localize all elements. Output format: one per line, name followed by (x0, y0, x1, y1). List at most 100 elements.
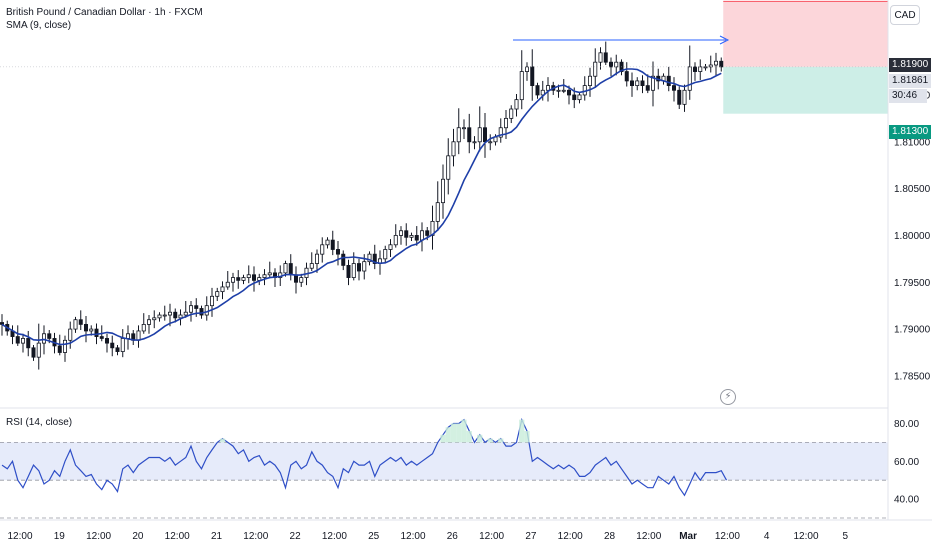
candle-body (472, 141, 477, 144)
bar-countdown: 30:46 (889, 89, 927, 103)
candle-body (330, 239, 335, 250)
candle (714, 52, 719, 77)
candle-body (314, 253, 319, 264)
sma-legend[interactable]: SMA (9, close) (6, 20, 72, 31)
candle-body (251, 274, 256, 281)
candle (230, 272, 235, 292)
candle-body (341, 253, 346, 266)
candle-body (183, 311, 188, 316)
stop-price-tag: 1.81900 (889, 58, 932, 72)
candle (188, 300, 193, 322)
candle (31, 345, 36, 361)
rsi-overbought-fill (519, 419, 525, 443)
candle-body (209, 295, 214, 307)
rsi-overbought-fill (466, 431, 472, 443)
time-tick-label: 12:00 (558, 531, 583, 542)
candle (409, 232, 414, 242)
candle-body (488, 141, 493, 144)
candle (225, 271, 230, 290)
candle-body (84, 323, 89, 332)
candle-body (215, 291, 220, 297)
candle (446, 138, 451, 195)
candle (246, 265, 251, 284)
candle-body (677, 89, 682, 105)
candle-body (635, 80, 640, 87)
rsi-overbought-fill (477, 434, 483, 443)
candle (677, 86, 682, 110)
candle (519, 50, 524, 110)
candle-body (267, 272, 272, 276)
time-tick-label: 4 (764, 531, 770, 542)
candle-body (556, 89, 561, 92)
time-tick-label: 21 (211, 531, 223, 542)
rsi-overbought-fill (450, 423, 457, 443)
candle-body (687, 66, 692, 91)
candle (241, 274, 246, 285)
candle (162, 305, 167, 321)
candle (320, 237, 325, 263)
candle (440, 164, 445, 219)
candle-body (519, 71, 524, 101)
candle-body (194, 305, 199, 309)
candle-body (509, 108, 514, 119)
candle-body (645, 85, 650, 91)
candle-body (120, 338, 125, 352)
time-tick-label: 20 (132, 531, 144, 542)
price-tick-label: 1.78500 (894, 371, 931, 382)
time-tick-label: 27 (525, 531, 537, 542)
candle-body (126, 333, 131, 339)
candle-body (461, 127, 466, 130)
symbol-title[interactable]: British Pound / Canadian Dollar · 1h · F… (6, 7, 203, 18)
rsi-legend: RSI (14, close) (6, 416, 72, 429)
candle (708, 55, 713, 73)
candle (183, 300, 188, 318)
rsi-band (0, 442, 888, 481)
candle (687, 45, 692, 100)
candle-body (598, 52, 603, 63)
candle (456, 108, 461, 155)
rsi-tick-label: 60.00 (894, 457, 919, 468)
candle-body (398, 230, 403, 236)
candle-body (15, 336, 20, 344)
candle-body (393, 235, 398, 246)
time-axis[interactable]: 12:00 19 12:00 20 12:00 21 12:00 22 12:00 25 12:00… (7, 531, 848, 542)
price-tick-label: 1.79500 (894, 278, 931, 289)
candle-body (42, 333, 47, 344)
candle (498, 118, 503, 143)
candle-body (388, 244, 393, 250)
candle (630, 72, 635, 97)
drawing-layer[interactable] (0, 35, 888, 68)
stop-loss-zone (723, 1, 888, 67)
candle (372, 244, 377, 270)
candle (577, 92, 582, 104)
time-tick-label: 12:00 (86, 531, 111, 542)
rsi-overbought-fill (461, 419, 467, 443)
candle-body (220, 286, 225, 293)
currency-button[interactable]: CAD (890, 5, 920, 25)
candle-body (241, 277, 246, 281)
candle-body (535, 85, 540, 96)
candle (461, 119, 466, 139)
candle-body (572, 94, 577, 101)
candle-body (719, 60, 724, 68)
candle (398, 226, 403, 245)
rsi-axis[interactable]: 80.00 60.00 40.00 (894, 419, 919, 506)
candle (593, 48, 598, 88)
candle-body (346, 265, 351, 278)
lightning-icon[interactable]: ⚡︎ (720, 389, 736, 405)
rsi-overbought-fill (445, 427, 451, 443)
candle (110, 335, 115, 357)
time-tick-label: 22 (290, 531, 302, 542)
rsi-overbought-fill (524, 431, 530, 443)
candle-body (561, 89, 566, 92)
time-tick-label: Mar (679, 531, 697, 542)
candle-body (167, 311, 172, 316)
candle (624, 62, 629, 87)
candle-body (367, 253, 372, 263)
candle (672, 77, 677, 102)
candle (546, 77, 551, 102)
rsi-label[interactable]: RSI (14, close) (6, 417, 73, 428)
position-zones[interactable] (723, 0, 888, 114)
candle (341, 250, 346, 271)
